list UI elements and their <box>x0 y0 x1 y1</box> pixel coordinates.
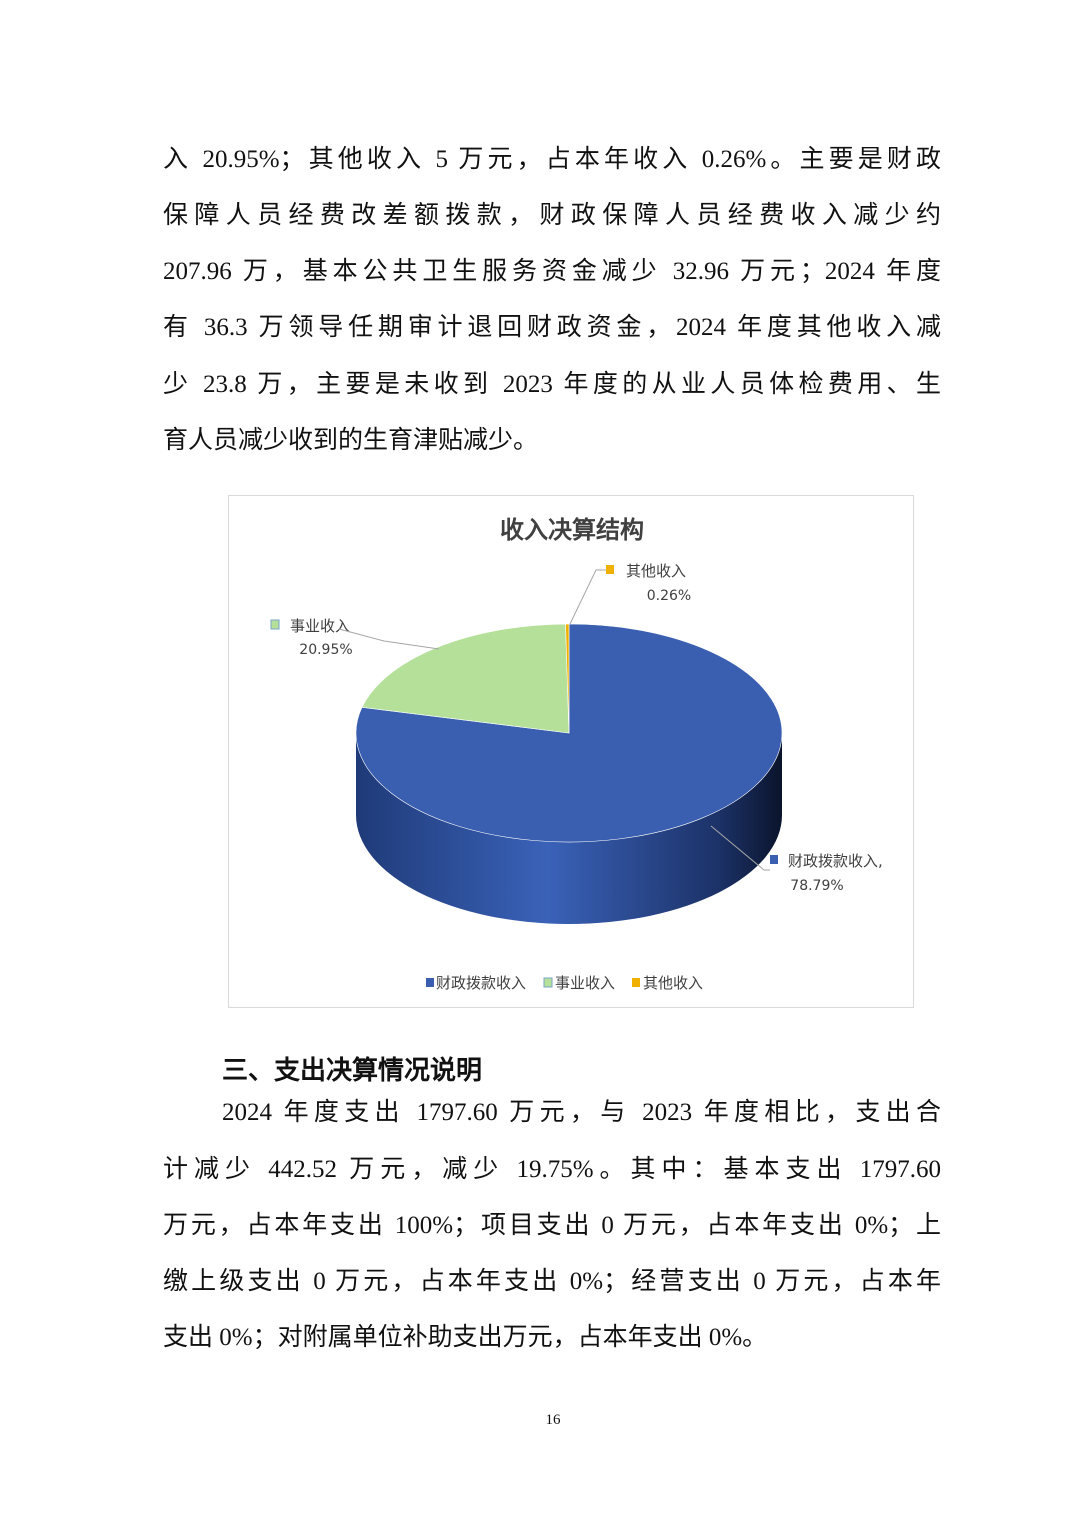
legend-swatch-fiscal <box>426 978 434 987</box>
legend-item-fiscal: 财政拨款收入 <box>436 974 526 992</box>
pie-slice-fiscal <box>355 623 783 843</box>
text-line: 2024 年度支出 1797.60 万元，与 2023 年度相比，支出合 <box>222 1099 941 1126</box>
label-other-value: 0.26% <box>647 588 691 604</box>
legend-item-other: 其他收入 <box>643 974 703 992</box>
pie-side-fiscal <box>356 733 782 924</box>
label-fiscal-value: 78.79% <box>790 878 843 894</box>
chart-title: 收入决算结构 <box>500 516 644 544</box>
text-line: 缴上级支出 0 万元，占本年支出 0%；经营支出 0 万元，占本年 <box>163 1268 941 1295</box>
text-line: 支出 0%；对附属单位补助支出万元，占本年支出 0%。 <box>163 1324 768 1351</box>
label-business-value: 20.95% <box>299 642 352 658</box>
text-line: 万元，占本年支出 100%；项目支出 0 万元，占本年支出 0%；上 <box>163 1212 941 1239</box>
label-swatch-other <box>606 565 614 574</box>
legend-swatch-other <box>632 978 640 987</box>
pie-chart-svg: 收入决算结构 其他收入 0.26% 事业收入 20.95% 财政拨款收入, 78… <box>270 516 883 992</box>
text-line: 入 20.95%；其他收入 5 万元，占本年收入 0.26%。主要是财政 <box>163 146 941 173</box>
label-swatch-business <box>270 619 280 630</box>
label-swatch-fiscal <box>770 855 778 864</box>
text-line: 有 36.3 万领导任期审计退回财政资金，2024 年度其他收入减 <box>163 314 941 341</box>
section-heading: 三、支出决算情况说明 <box>222 1056 483 1086</box>
label-other-name: 其他收入 <box>626 562 686 580</box>
text-line: 207.96 万，基本公共卫生服务资金减少 32.96 万元；2024 年度 <box>163 258 941 285</box>
text-line: 计减少 442.52 万元，减少 19.75%。其中：基本支出 1797.60 <box>163 1156 941 1183</box>
leader-line-business <box>338 628 440 650</box>
pie-slice-other <box>565 623 570 734</box>
leader-line-fiscal <box>710 825 770 871</box>
label-fiscal-name: 财政拨款收入, <box>788 852 883 870</box>
income-structure-chart: 收入决算结构 其他收入 0.26% 事业收入 20.95% 财政拨款收入, 78… <box>228 495 914 1008</box>
legend-swatch-business <box>543 977 553 988</box>
text-line: 保障人员经费改差额拨款，财政保障人员经费收入减少约 <box>163 202 941 229</box>
label-business-name: 事业收入 <box>290 617 350 635</box>
leader-line-other <box>569 569 606 625</box>
text-line: 少 23.8 万，主要是未收到 2023 年度的从业人员体检费用、生 <box>163 371 941 398</box>
page-number: 16 <box>545 1412 561 1428</box>
legend-item-business: 事业收入 <box>555 974 615 992</box>
text-line: 育人员减少收到的生育津贴减少。 <box>163 427 539 454</box>
pie-slice-business <box>361 623 570 734</box>
